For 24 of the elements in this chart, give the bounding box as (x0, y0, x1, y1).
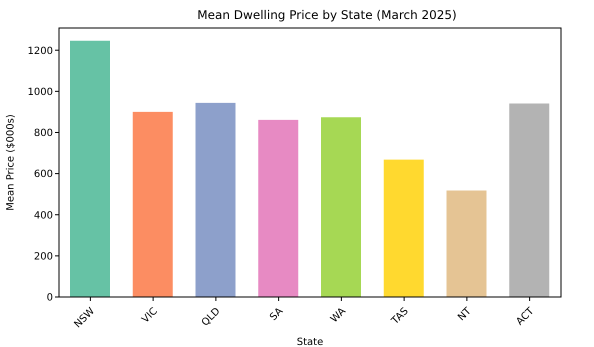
y-tick-label: 600 (34, 169, 53, 180)
y-tick-label: 200 (34, 251, 53, 262)
y-tick-label: 0 (46, 292, 53, 304)
x-axis-title: State (296, 337, 324, 347)
x-tick-label: SA (268, 306, 286, 324)
y-tick-label: 1200 (28, 46, 53, 57)
y-axis-title: Mean Price ($000s) (6, 114, 17, 211)
bar (70, 40, 110, 297)
bar (258, 120, 298, 297)
bar (132, 112, 173, 297)
y-tick-label: 400 (34, 210, 53, 222)
bar (509, 103, 550, 297)
bar (384, 160, 424, 297)
chart-title: Mean Dwelling Price by State (March 2025) (196, 8, 458, 22)
x-tick-label: NT (456, 305, 474, 324)
x-tick-label: QLD (200, 306, 223, 329)
y-tick-label: 1000 (28, 86, 53, 98)
bar (446, 190, 486, 297)
x-tick-label: TAS (389, 306, 411, 328)
bar (321, 117, 361, 297)
x-tick-label: VIC (140, 306, 160, 326)
y-tick-label: 800 (34, 128, 53, 140)
bar (196, 102, 236, 297)
x-tick-label: WA (328, 306, 348, 326)
